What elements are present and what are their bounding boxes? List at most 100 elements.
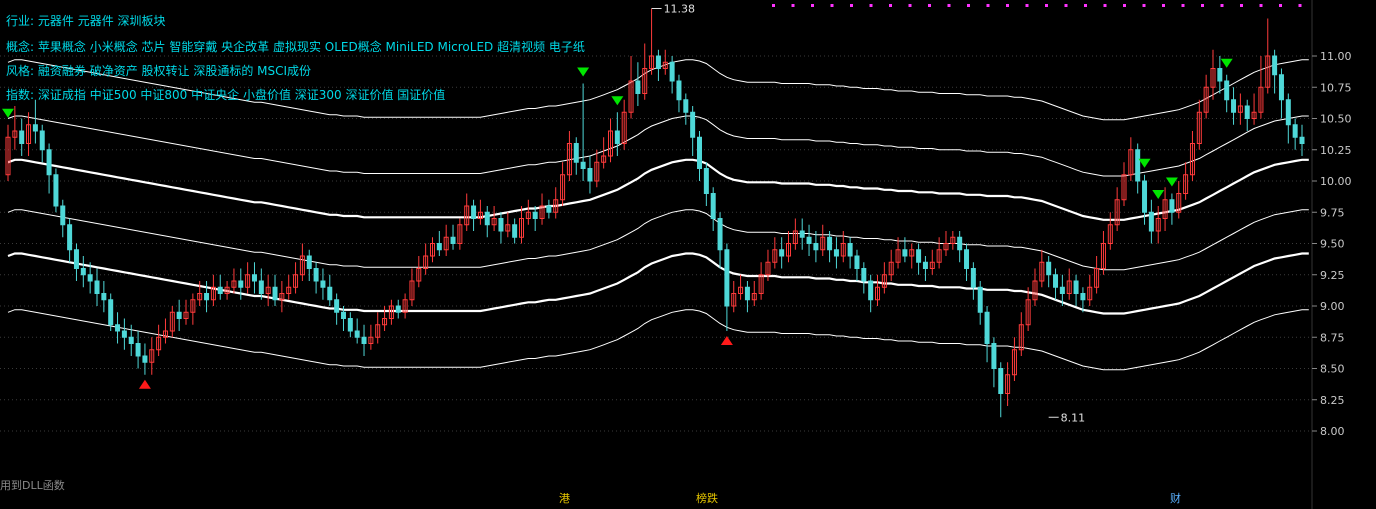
candle <box>1107 212 1113 250</box>
candle-body <box>751 293 757 301</box>
axis-tick-label: 10.25 <box>1320 144 1352 157</box>
candle <box>1087 274 1093 306</box>
candle-body <box>936 249 942 263</box>
candle <box>32 99 38 144</box>
candle <box>868 274 874 313</box>
candle <box>512 218 518 244</box>
candle-body <box>149 349 155 363</box>
candle-body <box>991 343 997 369</box>
candle <box>779 237 785 269</box>
candle <box>197 281 203 306</box>
candle <box>902 237 908 263</box>
candle-body <box>464 205 470 226</box>
candle-body <box>128 336 134 344</box>
candle <box>402 293 408 319</box>
candle <box>929 249 935 275</box>
candle-body <box>1224 80 1230 101</box>
top-dot <box>1279 4 1282 7</box>
candle-body <box>258 280 264 294</box>
candle <box>217 274 223 300</box>
candle <box>128 324 134 356</box>
candle <box>1011 337 1017 381</box>
candle <box>518 206 524 244</box>
candle-body <box>265 286 271 294</box>
candle-body <box>964 249 970 269</box>
candle-body <box>347 318 353 332</box>
style-value[interactable]: 融资融券 破净资产 股权转让 深股通标的 MSCI成份 <box>37 64 312 78</box>
index-label: 指数: <box>6 88 35 102</box>
candle <box>881 262 887 294</box>
candle-body <box>1107 224 1113 244</box>
band-line-5 <box>7 309 1309 371</box>
top-dot <box>1181 4 1185 7</box>
candle-body <box>813 243 819 251</box>
candle <box>546 199 552 219</box>
candle-body <box>1292 124 1298 138</box>
candle <box>1059 274 1065 306</box>
candle-body <box>984 311 990 344</box>
concept-value[interactable]: 苹果概念 小米概念 芯片 智能穿戴 央企改革 虚拟现实 OLED概念 MiniL… <box>37 40 585 54</box>
candle <box>416 256 422 288</box>
candle-body <box>156 336 162 351</box>
candle <box>1237 93 1243 125</box>
candle-body <box>642 68 648 94</box>
candle <box>642 43 648 100</box>
candle <box>382 306 388 331</box>
candle <box>457 218 463 250</box>
candle-body <box>950 236 956 244</box>
candle <box>922 256 928 281</box>
candle <box>190 293 196 325</box>
candle-body <box>108 299 114 326</box>
candle-body <box>53 174 59 207</box>
sell-signal-marker <box>1152 190 1165 199</box>
axis-tick-label: 8.75 <box>1320 331 1345 344</box>
candle <box>1210 49 1216 100</box>
candle <box>792 218 798 250</box>
candle-body <box>580 161 586 169</box>
candle <box>101 281 107 313</box>
candle <box>429 237 435 263</box>
index-row: 指数: 深证成指 中证500 中证800 中证央企 小盘价值 深证300 深证价… <box>6 86 445 103</box>
axis-tick-label: 8.00 <box>1320 425 1345 438</box>
candle-body <box>1032 280 1038 301</box>
event-marker-2[interactable]: 财 <box>1170 492 1181 505</box>
candle-body <box>60 205 66 226</box>
candle-body <box>176 311 182 319</box>
event-marker-1[interactable]: 榜跌 <box>696 492 718 505</box>
candle <box>1148 199 1154 244</box>
candle-body <box>916 249 922 263</box>
candle-body <box>409 280 415 301</box>
candle <box>738 274 744 300</box>
candle <box>135 331 141 369</box>
candle-body <box>649 55 655 69</box>
top-dot <box>869 4 873 7</box>
candle <box>833 237 839 269</box>
candle <box>176 299 182 331</box>
candle-body <box>471 205 477 219</box>
candle-body <box>922 261 928 269</box>
index-value[interactable]: 深证成指 中证500 中证800 中证央企 小盘价值 深证300 深证价值 国证… <box>37 88 446 102</box>
candle <box>957 231 963 263</box>
candle-body <box>46 149 52 176</box>
industry-value[interactable]: 元器件 元器件 深圳板块 <box>37 14 166 28</box>
candle-body <box>1231 99 1237 113</box>
candle-body <box>299 255 305 276</box>
candle-body <box>977 286 983 313</box>
candle-body <box>833 249 839 257</box>
candle <box>1128 137 1134 181</box>
candle <box>464 193 470 231</box>
candle <box>916 243 922 275</box>
candle-body <box>765 261 771 276</box>
axis-tick-label: 9.75 <box>1320 206 1345 219</box>
candle <box>662 49 668 75</box>
candle <box>655 49 661 81</box>
candle <box>67 218 73 263</box>
candle <box>820 224 826 256</box>
event-marker-0[interactable]: 港 <box>559 492 570 505</box>
candle-body <box>313 268 319 282</box>
candle <box>1176 181 1182 219</box>
candle <box>423 243 429 275</box>
candle-body <box>94 280 100 294</box>
candle-body <box>1251 111 1257 119</box>
